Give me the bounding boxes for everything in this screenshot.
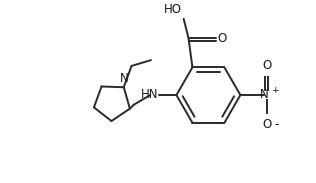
Text: HO: HO: [164, 3, 182, 16]
Text: O: O: [218, 32, 227, 45]
Text: -: -: [274, 118, 279, 131]
Text: O: O: [262, 118, 271, 131]
Text: N: N: [120, 72, 129, 85]
Text: N: N: [260, 88, 269, 101]
Text: O: O: [262, 59, 271, 72]
Text: +: +: [271, 86, 278, 95]
Text: HN: HN: [141, 88, 158, 101]
